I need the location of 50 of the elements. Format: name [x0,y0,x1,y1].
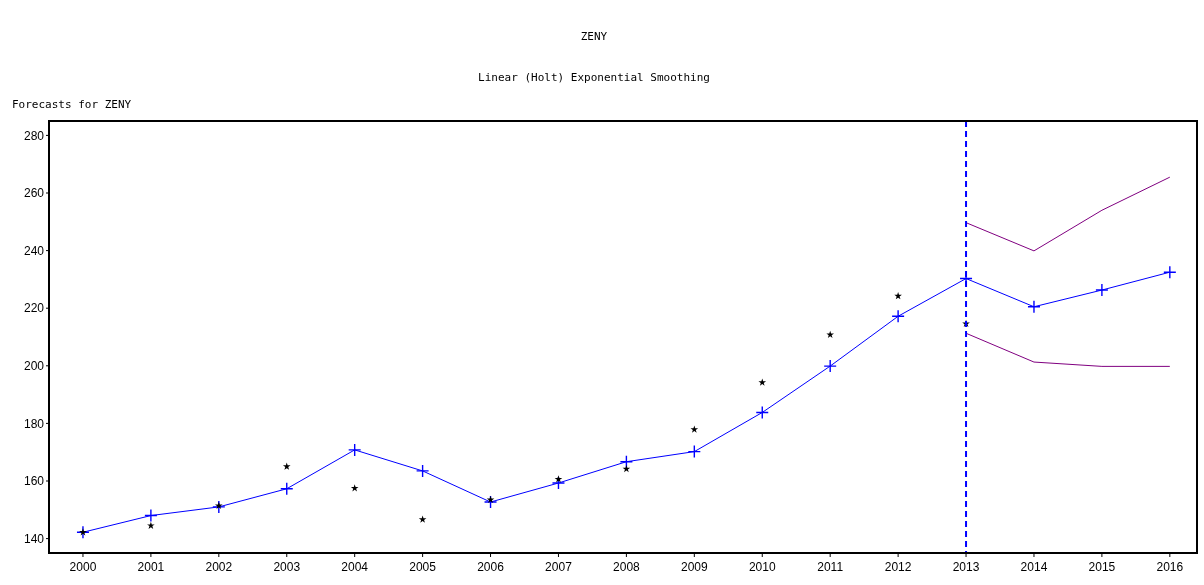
x-tick-label: 2005 [409,560,437,574]
point [147,521,155,529]
point [280,482,294,496]
x-tick-label: 2010 [748,560,776,574]
point [1163,265,1177,279]
y-tick-label: 280 [23,128,45,143]
point [347,443,362,457]
point [212,500,226,514]
x-tick-label: 2016 [1156,560,1184,574]
x-tick-label: 2004 [341,560,369,574]
x-tick-label: 2007 [545,560,573,574]
point [415,464,430,478]
chart-title: ZENY [580,30,608,43]
point [144,508,158,523]
point [826,330,834,338]
y-tick-label: 240 [23,243,45,258]
x-tick-label: 2012 [884,560,912,574]
x-tick-label: 2000 [69,560,97,574]
x-tick-label: 2002 [205,560,233,574]
y-tick-label: 200 [23,359,45,373]
x-tick-label: 2014 [1020,560,1048,574]
point [282,462,291,470]
y-tick-label: 220 [23,301,45,316]
y-axis-title: Forecasts for ZENY [12,98,132,111]
line-series [965,176,1171,252]
point [755,405,769,420]
x-tick-label: 2001 [137,560,165,574]
x-tick-label: 2013 [952,560,980,574]
point [687,444,702,459]
point [486,495,495,503]
point [554,475,563,483]
x-tick-label: 2003 [273,560,301,574]
point [1095,283,1109,297]
point [758,378,767,386]
x-tick-label: 2009 [680,560,708,574]
x-tick-label: 2015 [1088,560,1116,574]
point [894,292,902,300]
point [891,309,905,323]
y-tick-label: 140 [23,531,45,546]
x-tick-label: 2011 [817,560,844,574]
x-tick-label: 2008 [613,560,641,574]
y-tick-label: 260 [23,186,45,201]
y-tick-label: 180 [23,416,45,431]
point [418,515,427,523]
point [823,359,837,373]
point [1027,300,1041,314]
point [690,425,699,433]
chart-subtitle: Linear (Holt) Exponential Smoothing [478,71,710,84]
y-tick-label: 160 [23,474,45,489]
x-tick-label: 2006 [477,560,505,574]
